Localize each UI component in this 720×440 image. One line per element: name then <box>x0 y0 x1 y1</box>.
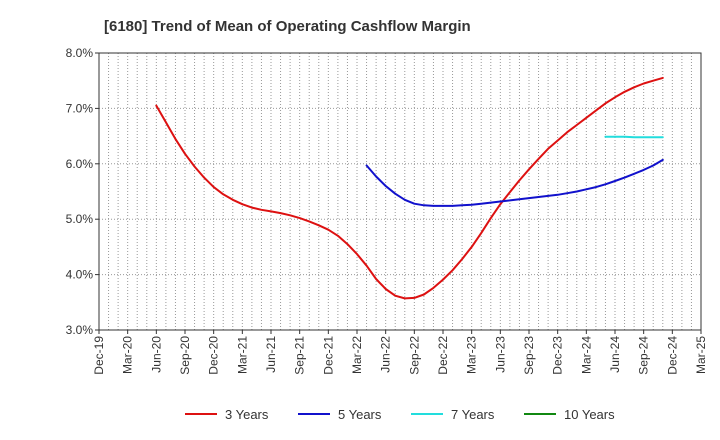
y-axis: 3.0% 4.0% 5.0% 6.0% 7.0% 8.0% <box>66 46 99 337</box>
series-line-3-years <box>155 76 664 300</box>
plot-border <box>98 52 702 331</box>
series-layer <box>155 76 664 300</box>
legend-label: 10 Years <box>564 407 615 422</box>
series-line-7-years <box>604 135 664 139</box>
x-tick-label: Jun-21 <box>264 336 278 373</box>
x-tick-label: Dec-20 <box>207 336 221 375</box>
y-tick-label: 3.0% <box>66 323 94 337</box>
series-line-5-years <box>365 158 664 207</box>
y-tick-label: 4.0% <box>66 268 94 282</box>
y-tick-label: 6.0% <box>66 157 94 171</box>
x-tick-label: Jun-20 <box>149 336 163 373</box>
x-tick-label: Mar-20 <box>121 336 135 374</box>
x-axis: Dec-19 Mar-20 Jun-20 Sep-20 Dec-20 Mar-21 Jun-… <box>92 330 708 375</box>
legend-label: 3 Years <box>225 407 269 422</box>
x-tick-label: Mar-23 <box>465 336 479 374</box>
x-tick-label: Mar-24 <box>579 336 593 374</box>
x-tick-label: Jun-24 <box>608 336 622 373</box>
x-tick-label: Mar-22 <box>350 336 364 374</box>
x-tick-label: Sep-21 <box>293 336 307 375</box>
y-tick-label: 8.0% <box>66 46 94 60</box>
legend: 3 Years 5 Years 7 Years 10 Years <box>185 407 615 422</box>
x-tick-label: Mar-21 <box>235 336 249 374</box>
x-tick-label: Dec-22 <box>436 336 450 375</box>
legend-label: 7 Years <box>451 407 495 422</box>
plot-background <box>99 53 701 330</box>
x-tick-label: Sep-23 <box>522 336 536 375</box>
x-tick-label: Jun-22 <box>379 336 393 373</box>
x-tick-label: Sep-24 <box>637 336 651 375</box>
plot-area <box>98 52 702 331</box>
x-tick-label: Sep-22 <box>407 336 421 375</box>
chart-title: [6180] Trend of Mean of Operating Cashfl… <box>104 18 471 35</box>
y-tick-label: 7.0% <box>66 101 94 115</box>
x-tick-label: Dec-21 <box>321 336 335 375</box>
x-tick-label: Dec-19 <box>92 336 106 375</box>
legend-label: 5 Years <box>338 407 382 422</box>
x-tick-label: Jun-23 <box>493 336 507 373</box>
x-tick-label: Mar-25 <box>694 336 708 374</box>
y-tick-label: 5.0% <box>66 212 94 226</box>
x-tick-label: Dec-24 <box>665 336 679 375</box>
x-tick-label: Sep-20 <box>178 336 192 375</box>
x-tick-label: Dec-23 <box>551 336 565 375</box>
